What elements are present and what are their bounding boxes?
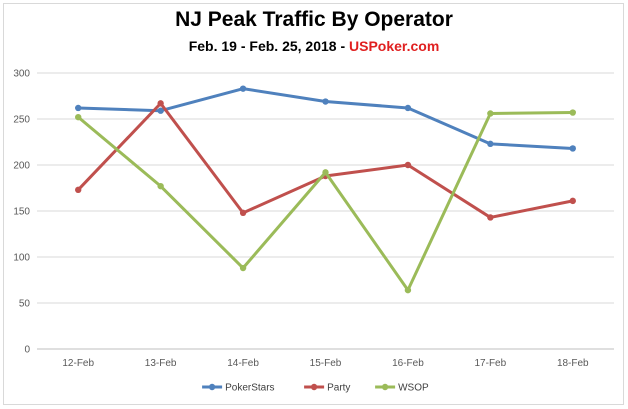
legend: PokerStars Party WSOP	[202, 383, 429, 394]
x-tick-label: 12-Feb	[62, 358, 94, 369]
series-line	[76, 101, 575, 219]
series-wsop	[75, 109, 576, 294]
data-point	[239, 264, 247, 272]
data-point	[157, 107, 164, 114]
legend-item-party: Party	[304, 383, 350, 394]
data-point	[157, 182, 164, 190]
x-tick-label: 13-Feb	[145, 358, 177, 369]
data-point	[157, 100, 164, 107]
y-tick-label: 200	[13, 161, 30, 172]
y-tick-label: 50	[19, 299, 31, 310]
legend-swatch-marker	[381, 383, 389, 391]
data-point	[239, 85, 247, 92]
legend-label: PokerStars	[225, 383, 274, 394]
data-point	[404, 104, 412, 112]
legend-swatch-marker	[310, 383, 318, 391]
x-tick-label: 14-Feb	[227, 358, 259, 369]
data-point	[487, 140, 494, 148]
data-point	[569, 109, 576, 116]
data-point	[487, 110, 494, 117]
data-point	[404, 161, 412, 169]
data-point	[75, 113, 82, 121]
data-point	[569, 197, 576, 205]
x-tick-label: 16-Feb	[392, 358, 424, 369]
series-layer	[75, 85, 576, 294]
legend-swatch-marker	[208, 383, 216, 391]
x-tick-label: 15-Feb	[310, 358, 342, 369]
data-point	[322, 169, 329, 176]
subtitle-brand: USPoker.com	[349, 38, 440, 54]
data-point	[239, 209, 247, 217]
x-tick-label: 17-Feb	[475, 358, 507, 369]
data-point	[569, 145, 576, 152]
chart-frame	[3, 3, 624, 405]
chart-title: NJ Peak Traffic By Operator	[175, 8, 453, 31]
y-tick-label: 0	[24, 345, 30, 356]
y-tick-label: 100	[13, 253, 30, 264]
y-tick-label: 300	[13, 69, 30, 80]
y-tick-label: 250	[13, 115, 30, 126]
data-point	[75, 104, 82, 112]
legend-label: Party	[327, 383, 350, 394]
data-point	[75, 186, 82, 194]
subtitle-date-range: Feb. 19 - Feb. 25, 2018 -	[188, 38, 350, 54]
y-axis-ticks: 0 50 100 150 200 250 300	[13, 69, 30, 356]
series-line	[76, 111, 575, 292]
data-point	[487, 214, 494, 221]
series-party	[75, 100, 576, 221]
chart-subtitle: Feb. 19 - Feb. 25, 2018 - USPoker.com	[0, 38, 628, 54]
data-point	[322, 98, 329, 105]
data-point	[404, 286, 412, 294]
x-tick-label: 18-Feb	[557, 358, 589, 369]
legend-label: WSOP	[398, 383, 429, 394]
y-tick-label: 150	[13, 207, 30, 218]
series-pokerstars	[75, 85, 576, 152]
legend-item-wsop: WSOP	[375, 383, 429, 394]
x-axis-ticks: 12-Feb 13-Feb 14-Feb 15-Feb 16-Feb 17-Feb 18-F…	[62, 358, 589, 369]
legend-item-pokerstars: PokerStars	[202, 383, 275, 394]
